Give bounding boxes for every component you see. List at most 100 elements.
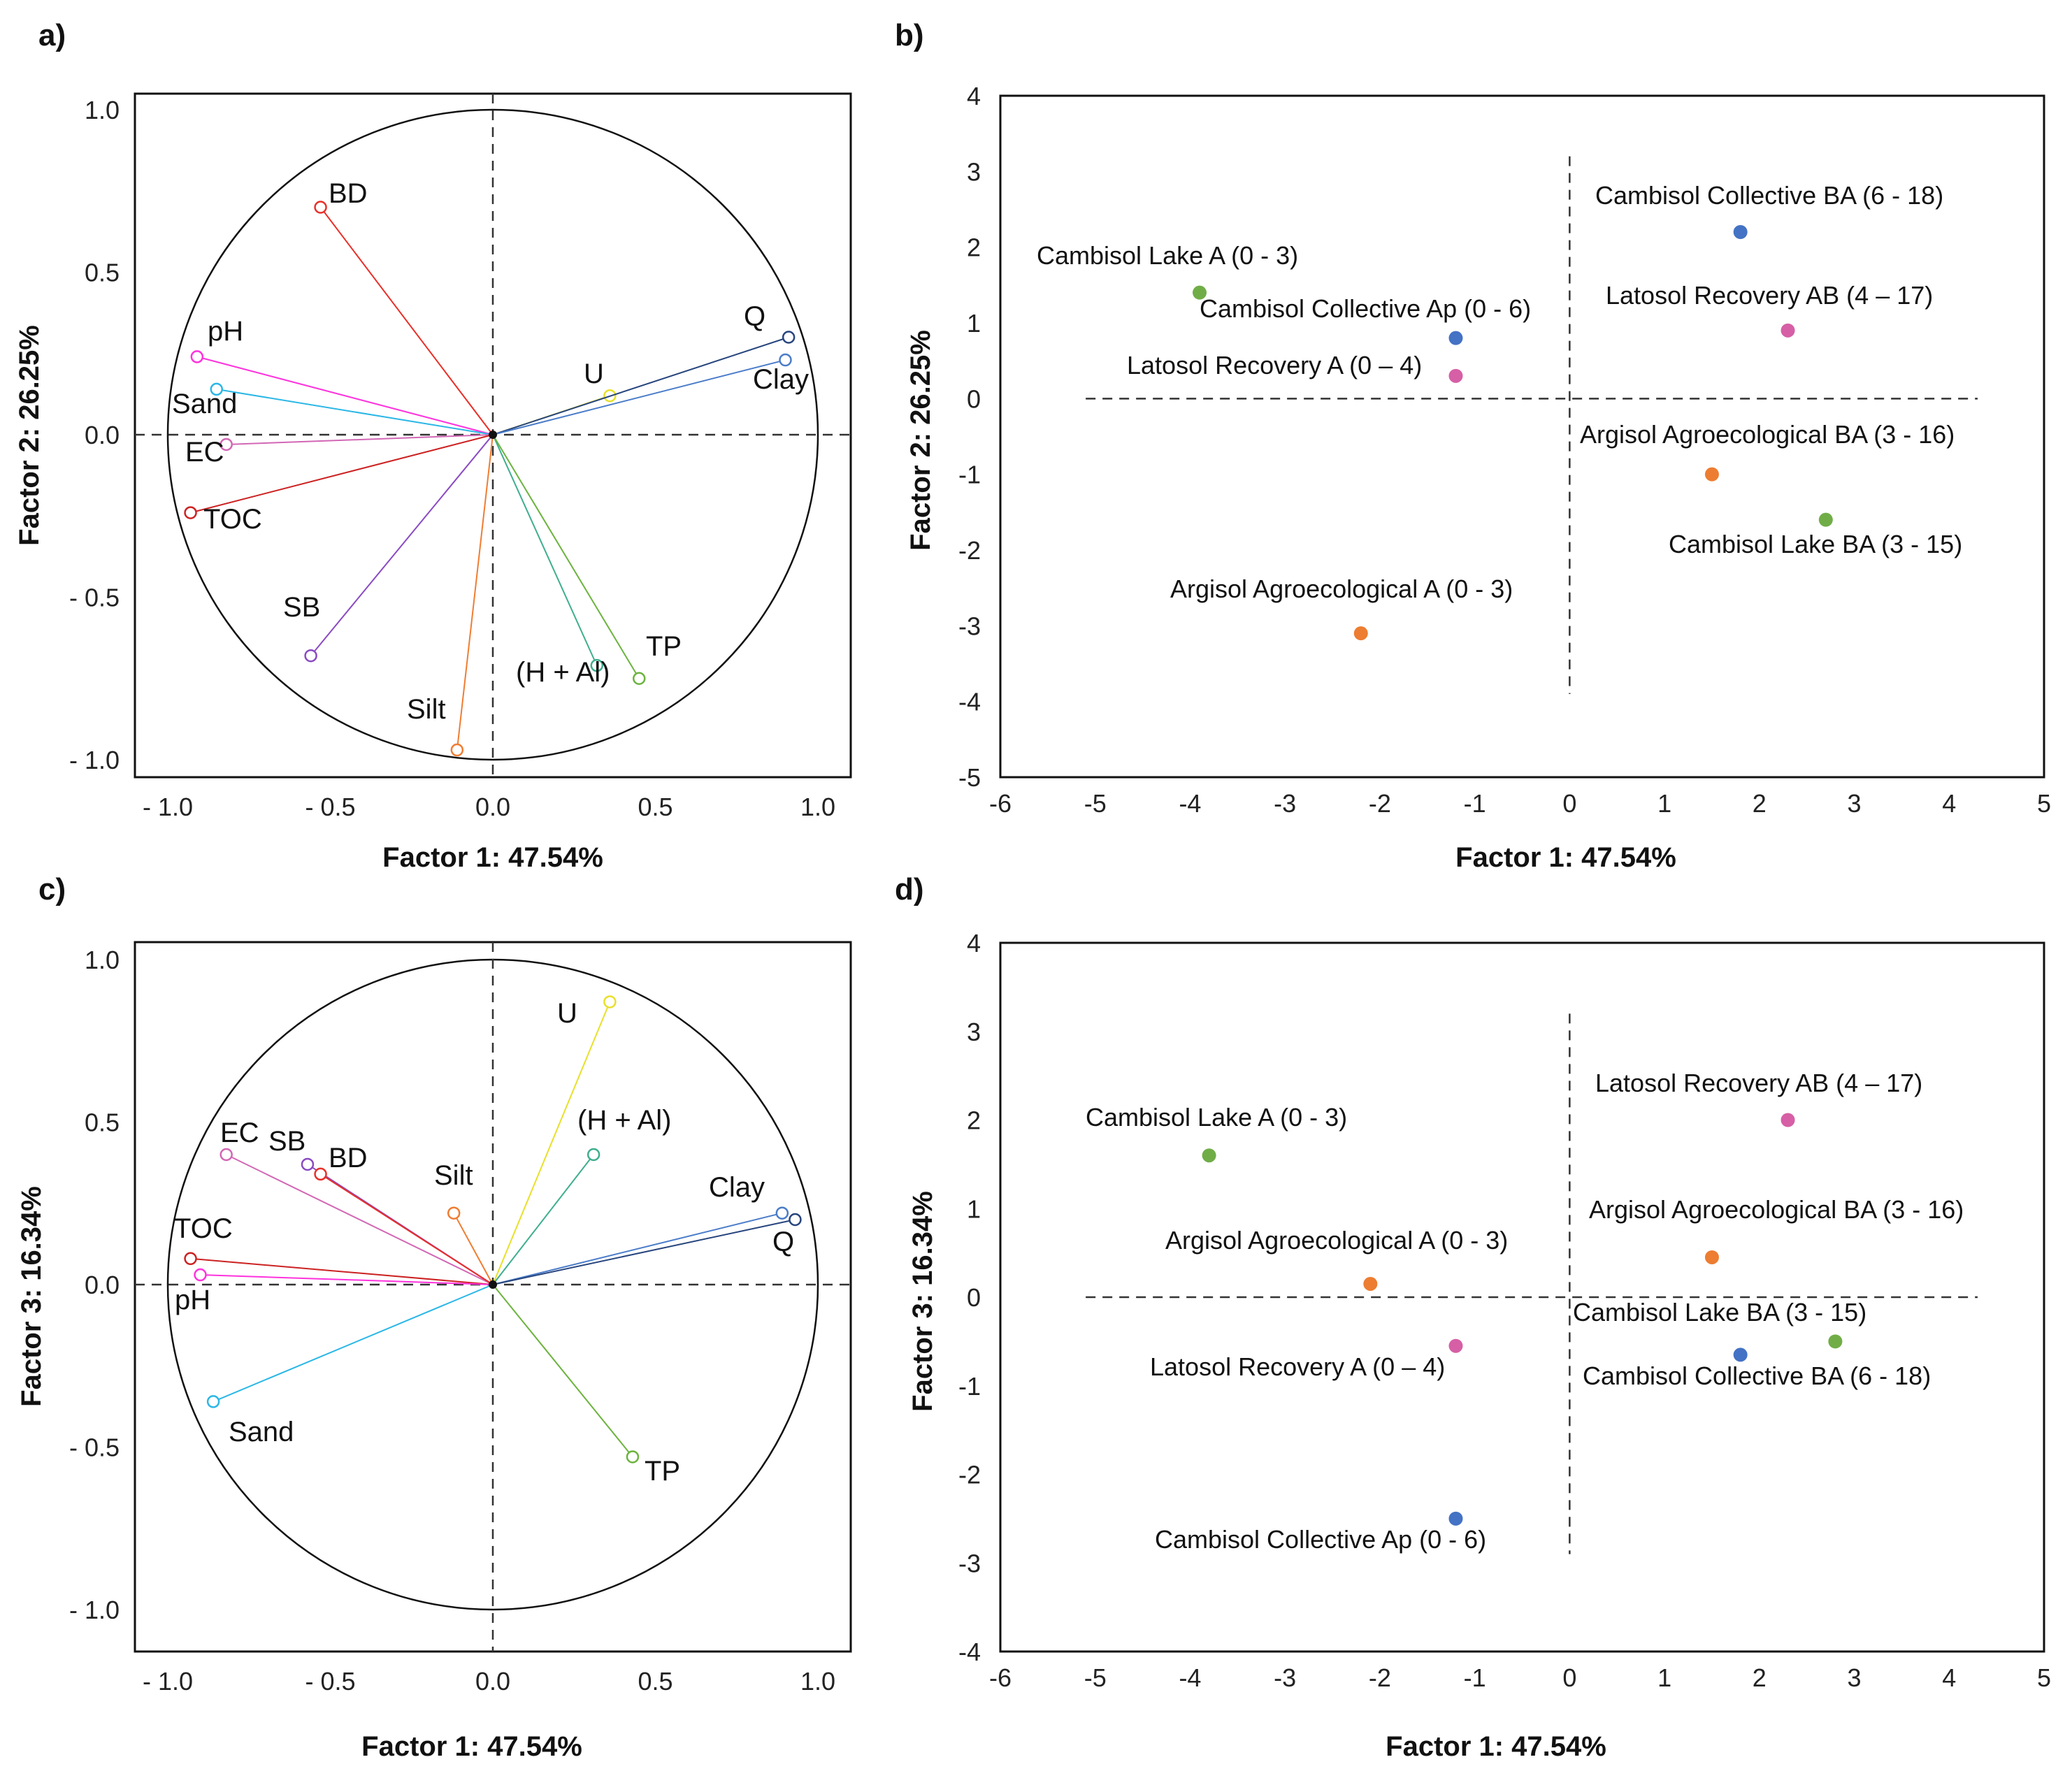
- x-tick-label: 1: [1657, 1663, 1671, 1692]
- sample-label: Latosol Recovery A (0 – 4): [1127, 351, 1422, 380]
- sample-label: Argisol Agroecological A (0 - 3): [1165, 1226, 1508, 1255]
- x-tick-label: 3: [1848, 789, 1862, 818]
- y-tick-label: 1.0: [85, 946, 120, 974]
- panel-d: d) Factor 1: 47.54% Factor 3: 16.34% -6 -5 -4…: [895, 872, 2051, 1762]
- vector-endpoint: [447, 1206, 461, 1220]
- vector-label: TOC: [174, 1213, 233, 1244]
- vector-endpoint: [301, 1157, 315, 1171]
- sample-point-group: Latosol Recovery A (0 – 4): [1150, 1338, 1463, 1381]
- vector-endpoint: [782, 331, 796, 344]
- x-tick-label: 0.5: [638, 1667, 672, 1696]
- y-tick-label: 1: [967, 1194, 981, 1223]
- vector-line: [492, 1219, 796, 1285]
- vector-tp: TP: [492, 434, 682, 685]
- vector-endpoint: [626, 1450, 640, 1464]
- vector-bd: BD: [314, 1143, 494, 1285]
- panel-b: b) Factor 1: 47.54% Factor 2: 26.25% -6 -5 -4…: [895, 18, 2051, 873]
- x-axis-label: Factor 1: 47.54%: [361, 1731, 582, 1762]
- vector-line: [456, 434, 494, 751]
- vector-label: Q: [744, 301, 765, 332]
- y-tick-label: 1.0: [85, 96, 120, 124]
- x-tick-label: 0.5: [638, 793, 672, 821]
- sample-point: [1353, 626, 1368, 641]
- vector-tp: TP: [492, 1284, 680, 1487]
- x-tick-label: 2: [1753, 1663, 1767, 1692]
- plot-frame: [999, 94, 2045, 779]
- vector-endpoint: [194, 1268, 207, 1282]
- x-tick-label: -4: [1179, 1663, 1201, 1692]
- y-tick-label: -3: [958, 612, 981, 640]
- vector-sand: Sand: [172, 382, 494, 435]
- sample-point-group: Cambisol Lake BA (3 - 15): [1573, 1298, 1866, 1349]
- vector-line: [216, 388, 494, 435]
- vector-q: Q: [492, 301, 796, 435]
- vector-sand: Sand: [206, 1284, 494, 1447]
- vector-toc: TOC: [184, 434, 494, 535]
- y-tick-label: 0.0: [85, 1271, 120, 1299]
- vector-label: Sand: [172, 389, 237, 419]
- x-tick-label: -2: [1369, 1663, 1391, 1692]
- x-axis-label: Factor 1: 47.54%: [1386, 1731, 1606, 1762]
- vector-silt: Silt: [407, 434, 494, 757]
- vector-endpoint: [206, 1395, 220, 1408]
- vector-clay: Clay: [492, 353, 809, 435]
- x-tick-label: -6: [989, 1663, 1012, 1692]
- vector-line: [190, 1257, 494, 1285]
- vector-line: [213, 1284, 494, 1403]
- x-tick-label: 0: [1562, 789, 1576, 818]
- vector-line: [196, 356, 494, 435]
- x-tick-label: 0.0: [475, 793, 510, 821]
- vector-label: Clay: [709, 1172, 765, 1203]
- x-tick-label: - 1.0: [143, 793, 193, 821]
- vector-toc: TOC: [174, 1213, 494, 1285]
- y-tick-label: - 1.0: [69, 1596, 120, 1624]
- y-tick-label: - 0.5: [69, 584, 120, 612]
- origin-point: [489, 1280, 497, 1289]
- correlation-circle: [166, 108, 819, 761]
- x-tick-label: 2: [1753, 789, 1767, 818]
- vector-endpoint: [633, 672, 646, 685]
- sample-point-group: Argisol Agroecological A (0 - 3): [1165, 1226, 1508, 1291]
- vector-line: [453, 1213, 494, 1285]
- vector-endpoint: [789, 1213, 802, 1227]
- vector-label: EC: [185, 437, 224, 468]
- y-tick-label: 0.0: [85, 421, 120, 449]
- y-tick-label: 1: [967, 309, 981, 338]
- vector-silt: Silt: [434, 1160, 494, 1285]
- sample-label: Cambisol Collective BA (6 - 18): [1595, 181, 1943, 210]
- vector-label: Q: [772, 1227, 794, 1257]
- y-tick-label: 0.5: [85, 259, 120, 287]
- x-tick-label: 1.0: [800, 1667, 835, 1696]
- vector-ec: EC: [185, 434, 494, 468]
- sample-point-group: Cambisol Collective BA (6 - 18): [1595, 181, 1943, 239]
- x-tick-label: -5: [1084, 1663, 1107, 1692]
- vector-line: [492, 1212, 783, 1285]
- x-tick-label: 4: [1942, 1663, 1956, 1692]
- vector-line: [492, 1002, 611, 1285]
- vector-label: Silt: [434, 1160, 473, 1191]
- sample-point-group: Cambisol Lake A (0 - 3): [1086, 1103, 1347, 1163]
- sample-label: Cambisol Lake A (0 - 3): [1086, 1103, 1347, 1132]
- vector-line: [190, 434, 494, 514]
- x-tick-label: 5: [2037, 789, 2051, 818]
- vector-label: TP: [646, 631, 682, 662]
- sample-point: [1828, 1334, 1843, 1349]
- sample-point-group: Cambisol Collective BA (6 - 18): [1583, 1347, 1931, 1390]
- panel-c: c) Factor 1: 47.54% Factor 3: 16.34% - 1.0 -…: [16, 872, 852, 1762]
- y-tick-label: - 1.0: [69, 746, 120, 774]
- vector-sb: SB: [268, 1126, 494, 1285]
- sample-label: Argisol Agroecological BA (3 - 16): [1580, 420, 1955, 449]
- x-tick-label: - 0.5: [305, 793, 355, 821]
- sample-point-group: Latosol Recovery AB (4 – 17): [1595, 1069, 1922, 1127]
- y-tick-label: -2: [958, 536, 981, 565]
- x-tick-label: 5: [2037, 1663, 2051, 1692]
- sample-point: [1733, 1347, 1748, 1362]
- sample-point-group: Cambisol Lake A (0 - 3): [1037, 241, 1298, 300]
- vector-line: [492, 1284, 633, 1458]
- sample-label: Argisol Agroecological BA (3 - 16): [1589, 1195, 1964, 1224]
- vector-endpoint: [210, 382, 223, 396]
- sample-point-group: Argisol Agroecological A (0 - 3): [1170, 575, 1513, 641]
- sample-label: Latosol Recovery AB (4 – 17): [1595, 1069, 1922, 1097]
- vector-line: [320, 1173, 494, 1285]
- y-tick-label: 4: [967, 82, 981, 110]
